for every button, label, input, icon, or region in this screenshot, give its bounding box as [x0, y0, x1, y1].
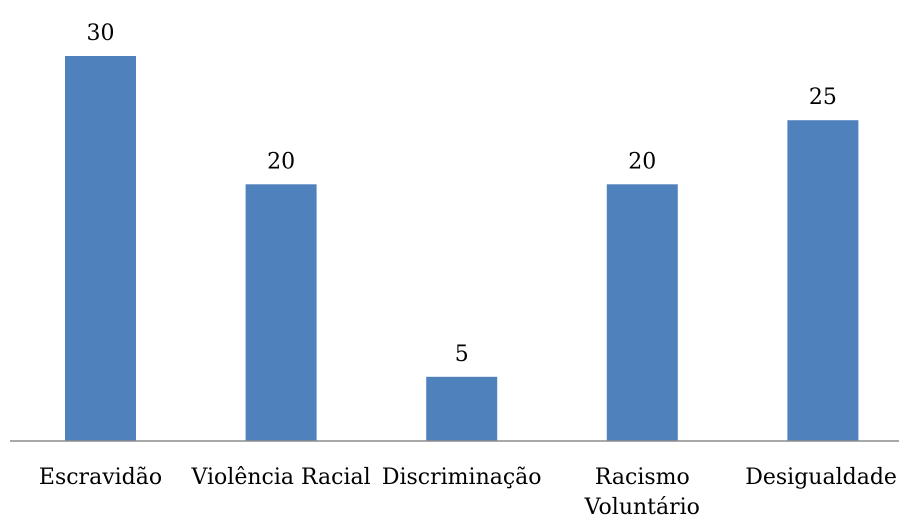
category-label-line: Voluntário: [584, 495, 700, 515]
category-label-line: Discriminação: [382, 465, 542, 490]
category-label-violencia-racial: Violência Racial: [191, 465, 371, 490]
bar-escravidao: [65, 56, 136, 441]
data-label-discriminacao: 5: [455, 342, 469, 367]
bar-racismo-voluntario: [606, 184, 678, 442]
category-label-escravidao: Escravidão: [39, 465, 162, 490]
bar-discriminacao: [426, 376, 498, 441]
category-label-line: Racismo: [595, 465, 690, 490]
category-label-discriminacao: Discriminação: [382, 465, 542, 490]
bars-layer: [65, 56, 859, 442]
category-label-desigualdade: Desigualdade: [745, 465, 897, 490]
category-labels-layer: Escravidão Violência Racial Discriminação R…: [39, 465, 897, 515]
category-label-line: Desigualdade: [745, 465, 897, 490]
bar-desigualdade: [787, 120, 859, 441]
category-label-line: Escravidão: [39, 465, 162, 490]
data-label-racismo-voluntario: 20: [628, 149, 656, 174]
category-label-line: Violência Racial: [191, 465, 371, 490]
data-label-violencia-racial: 20: [267, 149, 295, 174]
data-labels-layer: 30 20 5 20 25: [87, 21, 837, 367]
data-label-escravidao: 30: [87, 21, 115, 46]
bar-violencia-racial: [245, 184, 317, 442]
category-label-racismo-voluntario: Racismo Voluntário: [584, 465, 700, 515]
data-label-desigualdade: 25: [809, 85, 837, 110]
